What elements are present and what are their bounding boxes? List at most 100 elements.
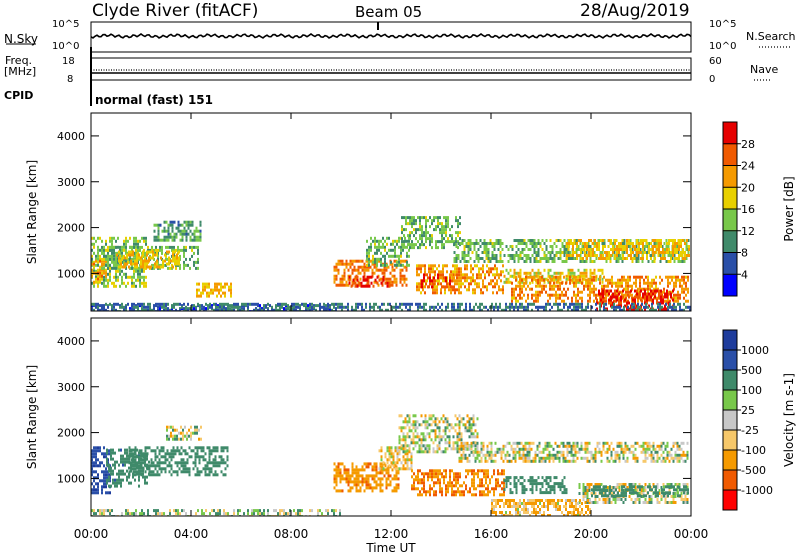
range-cell (419, 219, 421, 223)
range-cell (507, 248, 510, 251)
range-cell (618, 298, 620, 302)
range-cell (425, 234, 427, 238)
range-cell (115, 284, 117, 288)
range-cell (214, 282, 216, 286)
range-cell (109, 269, 111, 273)
range-cell (174, 461, 177, 465)
range-cell (658, 242, 660, 245)
range-cell (152, 464, 155, 468)
range-cell (615, 284, 617, 288)
range-cell (617, 305, 619, 309)
range-cell (128, 461, 131, 465)
range-cell (196, 470, 199, 474)
range-cell (646, 292, 648, 296)
range-cell (113, 251, 115, 255)
range-cell (432, 441, 435, 445)
range-cell (499, 245, 502, 248)
range-cell (164, 452, 167, 456)
range-cell (247, 305, 249, 309)
range-cell (454, 270, 456, 274)
range-cell (519, 271, 522, 275)
range-cell (138, 472, 140, 476)
range-cell (363, 468, 366, 472)
range-cell (140, 473, 143, 477)
range-cell (408, 417, 411, 421)
range-cell (441, 243, 443, 247)
range-cell (628, 242, 630, 245)
range-cell (566, 254, 568, 257)
range-cell (388, 449, 391, 453)
range-cell (611, 284, 613, 288)
range-cell (680, 245, 682, 248)
range-cell (440, 270, 442, 274)
range-cell (133, 245, 135, 249)
range-cell (441, 246, 443, 250)
range-cell (174, 250, 176, 254)
range-cell (105, 455, 107, 459)
range-cell (366, 263, 368, 267)
range-cell (109, 275, 111, 279)
range-cell (91, 491, 93, 495)
range-cell (451, 308, 453, 311)
range-cell (186, 431, 188, 435)
range-cell (335, 302, 337, 306)
range-cell (291, 307, 293, 311)
range-cell (392, 239, 394, 243)
range-cell (126, 451, 128, 455)
range-cell (454, 264, 456, 268)
range-cell (621, 251, 624, 254)
range-cell (118, 448, 120, 452)
range-cell (353, 268, 356, 272)
range-cell (589, 290, 591, 294)
range-cell (451, 305, 453, 309)
range-cell (549, 239, 552, 242)
range-cell (626, 242, 628, 245)
range-cell (99, 278, 101, 282)
range-cell (469, 302, 471, 306)
range-cell (601, 242, 604, 245)
range-cell (515, 278, 517, 282)
range-cell (517, 242, 520, 245)
range-cell (335, 308, 337, 311)
range-cell (555, 251, 558, 254)
range-cell (370, 236, 372, 240)
range-cell (394, 467, 397, 471)
range-cell (333, 509, 335, 513)
range-cell (305, 302, 307, 306)
range-cell (167, 238, 170, 242)
range-cell (137, 305, 139, 309)
range-cell (418, 447, 421, 451)
range-cell (502, 264, 504, 268)
range-cell (167, 302, 169, 306)
range-cell (541, 239, 544, 242)
range-cell (515, 254, 518, 257)
range-cell (134, 449, 137, 453)
range-cell (537, 251, 540, 254)
range-cell (364, 284, 367, 288)
range-cell (555, 299, 557, 303)
range-cell (434, 270, 436, 274)
range-cell (643, 248, 646, 251)
range-cell (209, 302, 211, 306)
range-cell (139, 275, 141, 279)
range-cell (684, 251, 686, 254)
range-cell (456, 264, 458, 268)
range-cell (593, 299, 595, 303)
range-cell (583, 268, 586, 272)
range-cell (366, 251, 368, 255)
range-cell (233, 512, 235, 516)
range-cell (196, 452, 199, 456)
range-cell (483, 305, 485, 309)
range-cell (555, 271, 558, 275)
range-cell (439, 222, 441, 226)
range-cell (154, 464, 157, 468)
range-cell (385, 483, 388, 487)
range-cell (641, 308, 643, 311)
range-cell (285, 307, 287, 311)
range-cell (441, 273, 443, 277)
range-cell (335, 471, 338, 475)
range-cell (123, 305, 125, 309)
range-cell (583, 248, 586, 251)
range-cell (197, 260, 199, 264)
range-cell (414, 420, 417, 424)
